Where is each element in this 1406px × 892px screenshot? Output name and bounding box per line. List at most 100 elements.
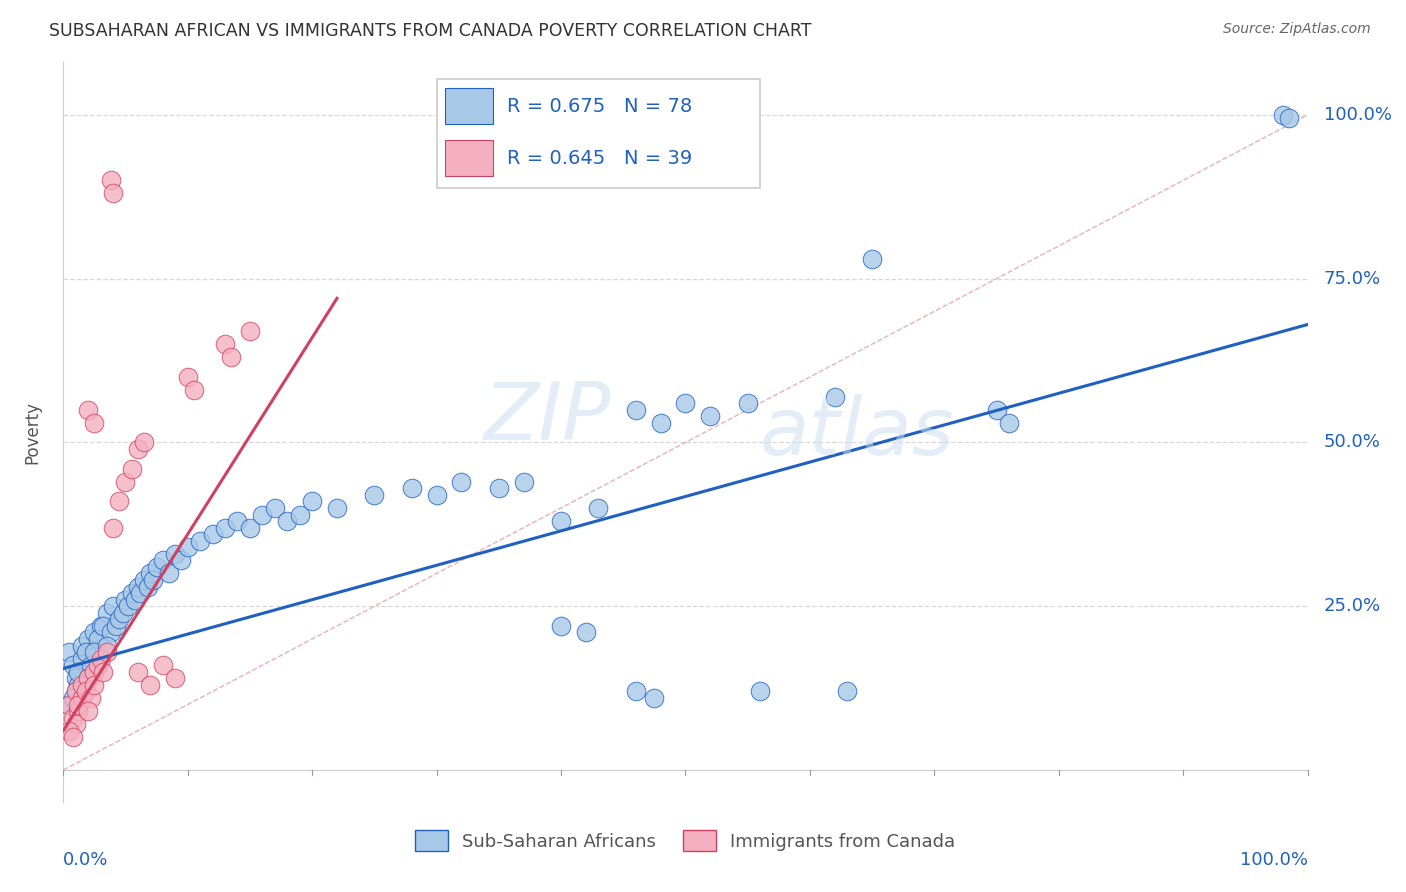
FancyBboxPatch shape bbox=[446, 140, 492, 176]
Text: 100.0%: 100.0% bbox=[1240, 851, 1308, 869]
Point bbox=[643, 690, 665, 705]
Point bbox=[512, 475, 534, 489]
Point bbox=[62, 731, 84, 745]
Point bbox=[121, 461, 143, 475]
Point bbox=[129, 586, 152, 600]
Point bbox=[104, 619, 127, 633]
Text: ZIP: ZIP bbox=[484, 379, 610, 457]
Point bbox=[860, 252, 883, 266]
Text: 50.0%: 50.0% bbox=[1324, 434, 1381, 451]
Point bbox=[326, 500, 349, 515]
Point bbox=[226, 514, 249, 528]
Point bbox=[824, 390, 846, 404]
Point bbox=[363, 488, 385, 502]
Point bbox=[90, 619, 112, 633]
Point bbox=[165, 671, 187, 685]
Point bbox=[183, 383, 205, 397]
Point bbox=[70, 678, 93, 692]
Point bbox=[624, 684, 647, 698]
Point bbox=[139, 566, 162, 581]
Point bbox=[650, 416, 672, 430]
Point bbox=[101, 599, 124, 614]
Point bbox=[737, 396, 759, 410]
Point bbox=[90, 651, 112, 665]
Point bbox=[450, 475, 472, 489]
Point bbox=[401, 481, 423, 495]
Point bbox=[301, 494, 323, 508]
Point bbox=[550, 514, 572, 528]
Point bbox=[550, 619, 572, 633]
Point bbox=[100, 173, 122, 187]
Point bbox=[624, 402, 647, 417]
Point bbox=[87, 658, 110, 673]
Point bbox=[127, 665, 149, 679]
Point bbox=[127, 580, 149, 594]
Point bbox=[77, 402, 100, 417]
Point bbox=[121, 586, 143, 600]
Point bbox=[65, 684, 87, 698]
Legend: Sub-Saharan Africans, Immigrants from Canada: Sub-Saharan Africans, Immigrants from Ca… bbox=[411, 825, 960, 856]
Point bbox=[96, 645, 118, 659]
Point bbox=[91, 619, 114, 633]
Point bbox=[998, 416, 1021, 430]
Text: Poverty: Poverty bbox=[22, 401, 41, 464]
Point bbox=[67, 665, 90, 679]
Point bbox=[58, 698, 80, 712]
Point bbox=[65, 684, 87, 698]
Point bbox=[201, 527, 224, 541]
Point bbox=[67, 678, 90, 692]
Text: SUBSAHARAN AFRICAN VS IMMIGRANTS FROM CANADA POVERTY CORRELATION CHART: SUBSAHARAN AFRICAN VS IMMIGRANTS FROM CA… bbox=[49, 22, 811, 40]
Point bbox=[136, 580, 159, 594]
Point bbox=[77, 671, 100, 685]
Text: 100.0%: 100.0% bbox=[1324, 106, 1392, 124]
Point bbox=[65, 717, 87, 731]
Point bbox=[426, 488, 449, 502]
Point bbox=[70, 651, 93, 665]
Point bbox=[986, 402, 1008, 417]
Point bbox=[65, 671, 87, 685]
Point bbox=[139, 678, 162, 692]
Point bbox=[117, 599, 139, 614]
Point bbox=[170, 553, 193, 567]
Point bbox=[488, 481, 510, 495]
Point bbox=[58, 698, 80, 712]
Text: 25.0%: 25.0% bbox=[1324, 598, 1381, 615]
Point bbox=[114, 592, 136, 607]
Point bbox=[77, 671, 100, 685]
Point bbox=[288, 508, 311, 522]
Point bbox=[83, 625, 105, 640]
FancyBboxPatch shape bbox=[446, 88, 492, 124]
Point bbox=[837, 684, 859, 698]
Point bbox=[67, 704, 90, 718]
Point bbox=[675, 396, 697, 410]
Point bbox=[134, 573, 156, 587]
Point bbox=[75, 684, 97, 698]
Point bbox=[79, 690, 101, 705]
Text: atlas: atlas bbox=[761, 393, 955, 472]
Point bbox=[96, 639, 118, 653]
Point bbox=[214, 337, 236, 351]
Point bbox=[75, 645, 97, 659]
Point bbox=[134, 435, 156, 450]
Point bbox=[124, 592, 146, 607]
Point bbox=[575, 625, 598, 640]
Point bbox=[111, 606, 134, 620]
Point bbox=[70, 639, 93, 653]
Point bbox=[1278, 111, 1301, 125]
Point bbox=[101, 186, 124, 201]
Point bbox=[152, 553, 174, 567]
Point bbox=[100, 625, 122, 640]
Point bbox=[276, 514, 298, 528]
Point bbox=[77, 704, 100, 718]
Point bbox=[219, 351, 242, 365]
Point bbox=[108, 494, 131, 508]
Text: Source: ZipAtlas.com: Source: ZipAtlas.com bbox=[1223, 22, 1371, 37]
Point bbox=[239, 521, 262, 535]
Point bbox=[114, 475, 136, 489]
Point bbox=[87, 632, 110, 646]
Point bbox=[252, 508, 274, 522]
Point bbox=[127, 442, 149, 456]
Point bbox=[108, 612, 131, 626]
Point bbox=[1271, 108, 1294, 122]
Point bbox=[699, 409, 721, 424]
